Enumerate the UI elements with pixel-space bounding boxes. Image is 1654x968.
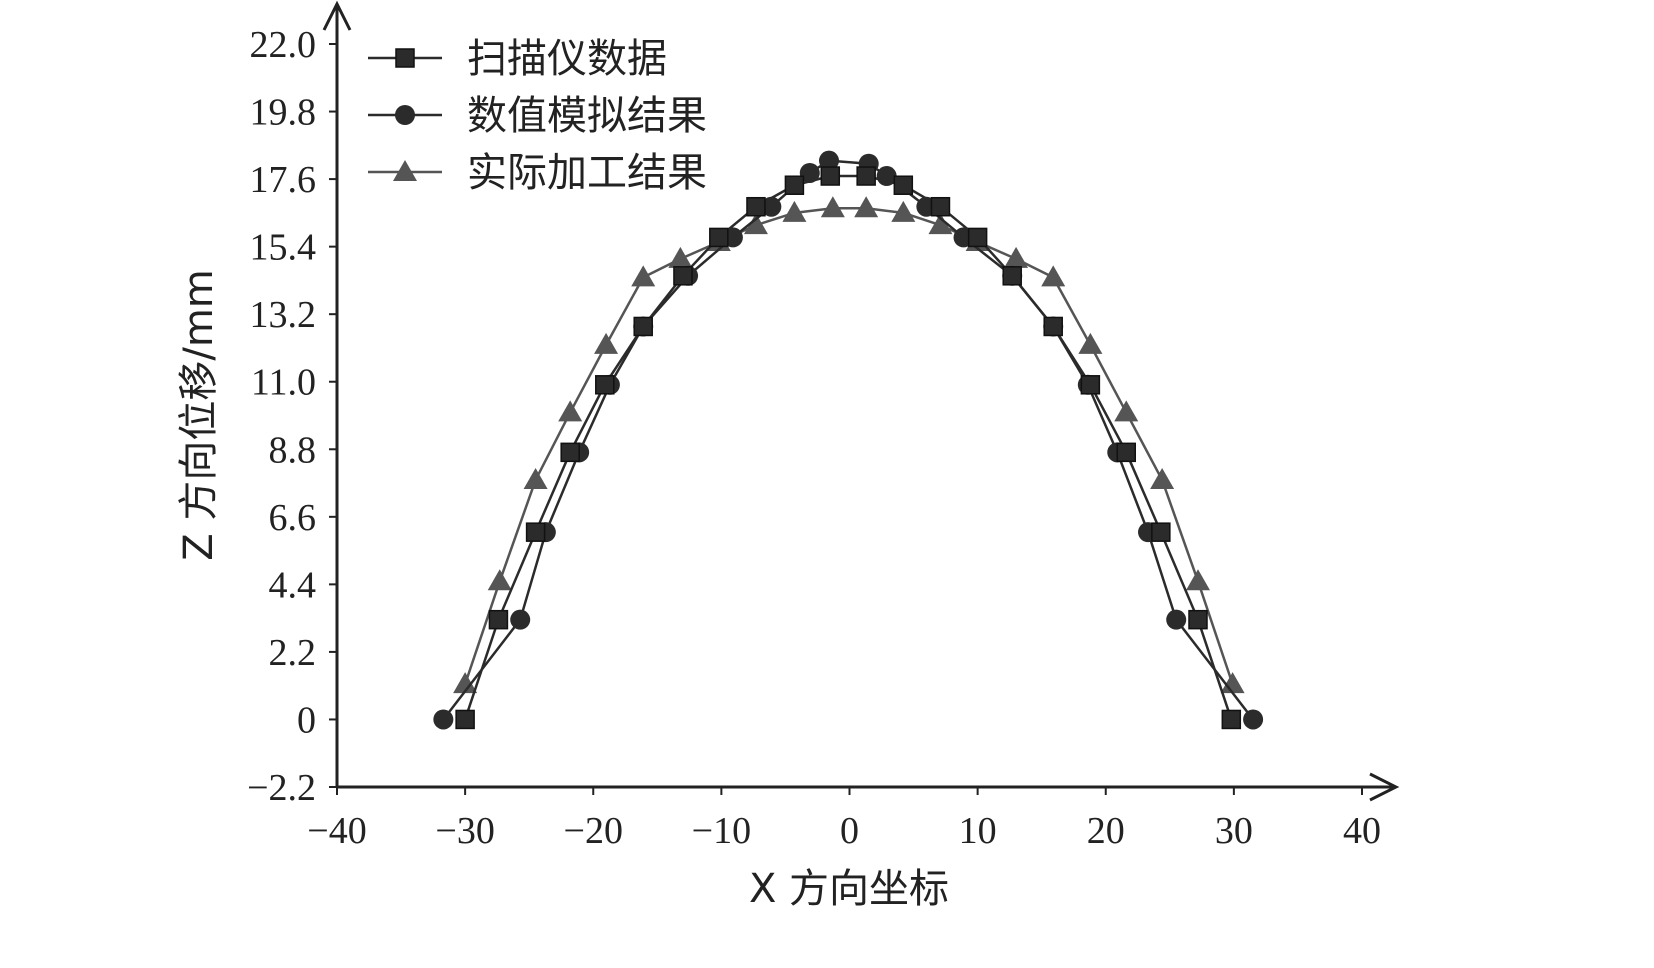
- square-marker: [709, 227, 729, 248]
- series-line: [463, 207, 1234, 685]
- square-marker: [488, 609, 509, 630]
- series-square: [455, 166, 1242, 730]
- square-marker: [633, 316, 653, 337]
- square-marker: [1116, 442, 1136, 463]
- series-circle: [433, 150, 1264, 730]
- y-tick-label: 4.4: [269, 564, 317, 606]
- x-tick-label: −40: [307, 810, 366, 852]
- triangle-marker: [1186, 569, 1210, 591]
- triangle-marker: [820, 196, 845, 218]
- square-marker: [746, 196, 766, 217]
- triangle-marker: [782, 200, 807, 222]
- triangle-marker: [1220, 672, 1245, 694]
- x-tick-label: 0: [840, 810, 859, 852]
- legend-item: 数值模拟结果: [368, 93, 707, 139]
- square-marker: [967, 227, 988, 248]
- square-marker: [1151, 522, 1171, 542]
- x-tick-label: −20: [564, 810, 623, 852]
- triangle-marker: [523, 467, 548, 489]
- x-tick-label: 10: [959, 810, 997, 852]
- triangle-marker: [631, 265, 656, 287]
- square-marker: [1188, 609, 1208, 630]
- x-axis-arrow: [1369, 772, 1400, 802]
- square-marker: [455, 709, 475, 730]
- triangle-marker: [594, 332, 619, 354]
- circle-marker: [395, 105, 415, 125]
- legend-item: 实际加工结果: [368, 150, 707, 196]
- y-axis-arrow: [322, 0, 352, 31]
- square-marker: [930, 196, 951, 217]
- triangle-marker: [854, 196, 879, 218]
- square-marker: [820, 166, 841, 186]
- triangle-marker: [1150, 467, 1175, 489]
- y-axis-label: Z 方向位移/mm: [176, 269, 222, 561]
- triangle-marker: [558, 400, 583, 422]
- circle-marker: [799, 162, 820, 183]
- square-marker: [395, 48, 415, 68]
- y-tick-label: 19.8: [250, 92, 317, 134]
- y-tick-label: 17.6: [250, 159, 317, 201]
- y-tick-label: 13.2: [250, 294, 317, 336]
- square-marker: [1043, 316, 1063, 337]
- y-tick-label: 11.0: [251, 362, 316, 404]
- circle-marker: [819, 150, 839, 171]
- y-tick-label: 8.8: [269, 429, 317, 471]
- x-tick-label: 40: [1343, 810, 1381, 852]
- square-marker: [856, 166, 876, 186]
- circle-marker: [1243, 709, 1264, 730]
- square-marker: [595, 375, 615, 395]
- series-line: [442, 159, 1255, 721]
- triangle-marker: [1078, 332, 1103, 354]
- square-marker: [525, 522, 546, 542]
- triangle-marker: [1004, 246, 1029, 268]
- legend-label: 数值模拟结果: [467, 93, 707, 139]
- square-marker: [1002, 266, 1022, 286]
- axes: [322, 0, 1400, 802]
- square-marker: [560, 442, 580, 463]
- circle-marker: [1166, 609, 1187, 630]
- square-marker: [893, 175, 914, 195]
- square-marker: [1221, 709, 1242, 730]
- series-line: [463, 174, 1233, 720]
- y-tick-label: 22.0: [250, 24, 317, 66]
- x-axis-label: X 方向坐标: [749, 866, 949, 912]
- triangle-marker: [743, 213, 768, 235]
- square-marker: [1080, 375, 1101, 395]
- square-marker: [673, 266, 693, 286]
- square-marker: [784, 175, 805, 195]
- y-tick-label: 15.4: [250, 227, 317, 269]
- legend-item: 扫描仪数据: [368, 36, 667, 82]
- legend-label: 实际加工结果: [467, 150, 707, 196]
- legend-label: 扫描仪数据: [467, 36, 667, 82]
- triangle-marker: [453, 672, 478, 694]
- y-tick-label: 2.2: [269, 632, 317, 674]
- triangle-marker: [393, 160, 417, 181]
- y-tick-label: 6.6: [269, 497, 317, 539]
- triangle-marker: [891, 200, 916, 222]
- y-tick-label: −2.2: [247, 767, 316, 809]
- triangle-marker: [1114, 400, 1139, 422]
- circle-marker: [433, 709, 454, 730]
- x-tick-label: 30: [1215, 810, 1253, 852]
- triangle-marker: [1041, 265, 1066, 287]
- x-tick-label: −10: [692, 810, 751, 852]
- triangle-marker: [928, 213, 953, 235]
- x-tick-label: −30: [435, 810, 494, 852]
- y-tick-label: 0: [297, 699, 316, 741]
- triangle-marker: [487, 569, 512, 591]
- circle-marker: [510, 609, 531, 630]
- triangle-marker: [668, 246, 693, 268]
- x-tick-label: 20: [1087, 810, 1125, 852]
